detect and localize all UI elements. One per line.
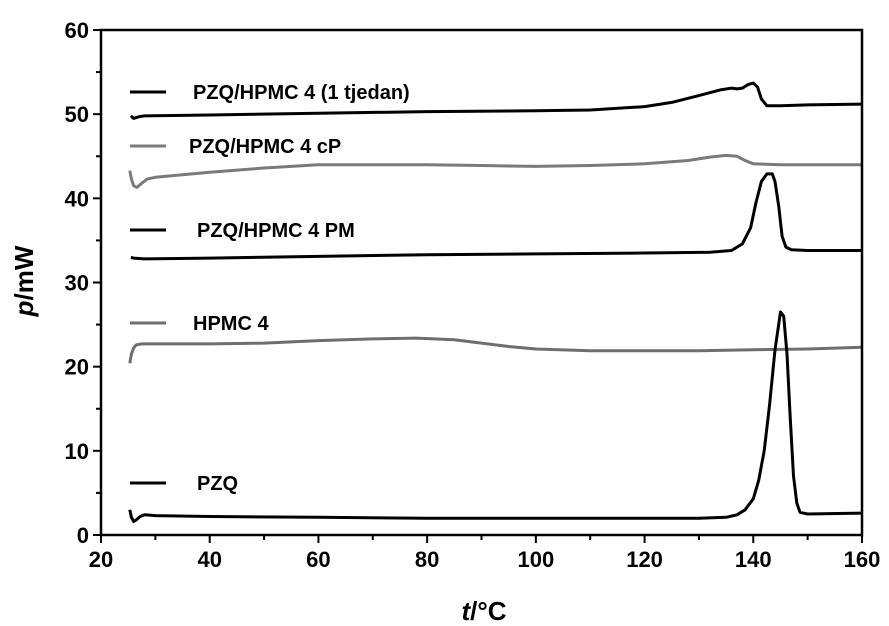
y-tick-label: 40 — [65, 186, 89, 211]
x-tick-label: 140 — [735, 547, 772, 572]
plot-lines — [128, 81, 863, 523]
series-line-3 — [128, 336, 863, 364]
legend-label-3: HPMC 4 — [193, 313, 269, 335]
legend-label-2: PZQ/HPMC 4 PM — [197, 220, 355, 242]
y-tick-label: 50 — [65, 102, 89, 127]
y-tick-label: 0 — [77, 523, 89, 548]
x-tick-label: 120 — [626, 547, 663, 572]
x-tick-label: 160 — [844, 547, 881, 572]
x-tick-label: 40 — [197, 547, 221, 572]
x-tick-label: 80 — [415, 547, 439, 572]
legend-label-0: PZQ/HPMC 4 (1 tjedan) — [193, 82, 410, 104]
x-axis: 20 40 60 80 100 120 140 160 — [89, 535, 881, 572]
x-axis-label-var: t — [461, 596, 471, 626]
y-tick-label: 30 — [65, 271, 89, 296]
legend-label-4: PZQ — [197, 473, 238, 495]
x-axis-label: t/°C — [461, 596, 506, 626]
x-tick-label: 100 — [517, 547, 554, 572]
y-axis: 0 10 20 30 40 50 60 — [65, 18, 101, 548]
x-tick-label: 60 — [306, 547, 330, 572]
x-tick-label: 20 — [89, 547, 113, 572]
y-tick-label: 10 — [65, 439, 89, 464]
series-line-4 — [128, 310, 863, 523]
y-tick-label: 60 — [65, 18, 89, 43]
legend: PZQ/HPMC 4 (1 tjedan) PZQ/HPMC 4 cP PZQ/HP… — [130, 82, 410, 495]
legend-label-1: PZQ/HPMC 4 cP — [189, 136, 341, 158]
x-axis-label-unit: /°C — [470, 596, 507, 626]
series-line-1 — [128, 153, 862, 189]
plot-frame — [99, 28, 864, 537]
y-axis-label-unit: /mW — [9, 245, 39, 300]
y-axis-label-var: p — [9, 300, 39, 317]
series-line-2 — [130, 172, 862, 261]
series-line-0 — [129, 81, 863, 120]
y-axis-label: p/mW — [9, 245, 39, 317]
y-tick-label: 20 — [65, 355, 89, 380]
